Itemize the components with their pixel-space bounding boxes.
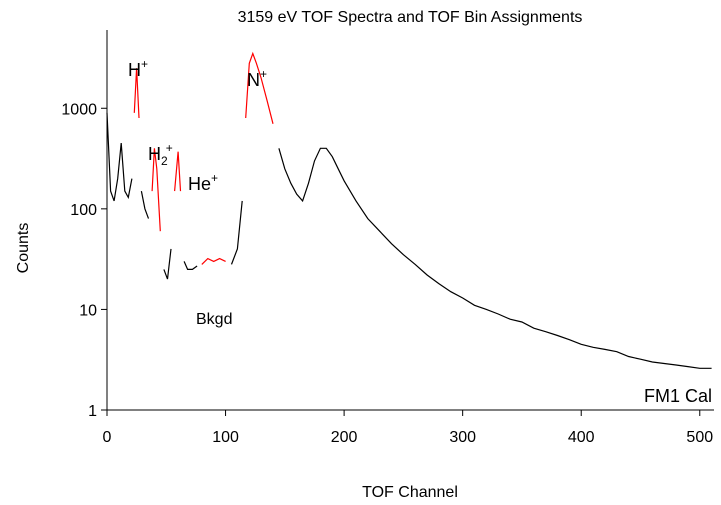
- spectrum-line: [163, 248, 172, 280]
- spectrum-line: [183, 261, 198, 270]
- annotation-sub: 2: [161, 154, 168, 168]
- annotation-sup: +: [166, 141, 173, 155]
- annotation: N+: [247, 67, 267, 90]
- annotation: H+: [128, 57, 148, 80]
- annotation: He+: [188, 171, 218, 194]
- annotation-sup: +: [260, 67, 267, 81]
- x-tick-label: 300: [449, 429, 476, 446]
- annotation-sup: +: [211, 171, 218, 185]
- x-axis-label: TOF Channel: [362, 484, 458, 501]
- y-tick-label: 10: [79, 302, 97, 319]
- annotation-label: FM1 Cal: [644, 386, 712, 406]
- spectrum-line: [140, 190, 150, 219]
- annotation-label: N: [247, 70, 260, 90]
- spectrum-line: [174, 151, 182, 192]
- spectrum-line: [133, 68, 140, 119]
- x-tick-label: 200: [331, 429, 358, 446]
- annotation: FM1 Cal: [644, 386, 712, 406]
- x-tick-label: 500: [686, 429, 713, 446]
- y-axis-label: Counts: [15, 223, 32, 274]
- annotation: Bkgd: [196, 311, 232, 328]
- annotation-label: H: [148, 144, 161, 164]
- x-tick-label: 400: [568, 429, 595, 446]
- y-tick-label: 1000: [61, 101, 97, 118]
- annotation-label: Bkgd: [196, 311, 232, 328]
- spectrum-line: [278, 147, 712, 369]
- spectrum-line: [201, 257, 226, 265]
- y-tick-label: 1: [88, 403, 97, 420]
- spectrum-line: [151, 148, 161, 232]
- annotation: H2+: [148, 141, 173, 168]
- y-tick-label: 100: [70, 202, 97, 219]
- x-tick-label: 0: [103, 429, 112, 446]
- spectrum-line: [230, 200, 243, 265]
- chart-title: 3159 eV TOF Spectra and TOF Bin Assignme…: [238, 9, 583, 26]
- spectrum-line: [245, 51, 274, 124]
- annotation-label: H: [128, 60, 141, 80]
- annotation-sup: +: [141, 57, 148, 71]
- annotation-label: He: [188, 174, 211, 194]
- spectrum-line: [106, 112, 133, 202]
- x-tick-label: 100: [212, 429, 239, 446]
